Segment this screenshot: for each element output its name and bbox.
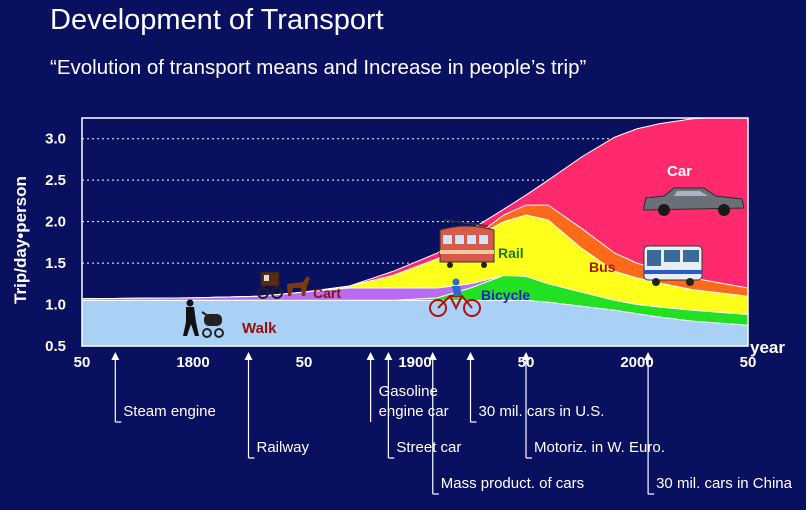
- series-label-car: Car: [667, 163, 692, 180]
- annotation-arrowhead: [644, 352, 653, 360]
- annotation-arrowhead: [428, 352, 437, 360]
- annotation-label: 30 mil. cars in U.S.: [479, 403, 605, 420]
- annotation-label: engine car: [379, 403, 449, 420]
- y-axis-ticks: 0.5 1.0 1.5 2.0 2.5 3.0: [45, 131, 66, 355]
- pedestrian-with-pram-icon: [183, 299, 224, 338]
- annotation-arrowhead: [111, 352, 120, 360]
- cyclist-icon: [429, 278, 481, 317]
- annotation-arrowhead: [466, 352, 475, 360]
- series-label-rail: Rail: [498, 245, 524, 261]
- area-walk: [82, 299, 748, 346]
- y-tick-label: 2.5: [45, 172, 66, 189]
- x-tick-label: 50: [740, 354, 757, 371]
- bus-icon: [643, 245, 703, 286]
- y-tick-label: 1.5: [45, 255, 66, 272]
- slide-subtitle: “Evolution of transport means and Increa…: [50, 56, 587, 79]
- annotation-label: Gasoline: [379, 383, 438, 400]
- x-axis-ticks: 50 1800 50 1900 50 2000 50: [74, 354, 757, 371]
- annotation-label: Street car: [396, 439, 461, 456]
- x-axis-label: year: [750, 338, 785, 357]
- x-tick-label: 1900: [398, 354, 431, 371]
- timeline-annotations: Steam engine Railway Gasoline engine car Str…: [111, 352, 793, 495]
- annotation-label: 30 mil. cars in China: [656, 475, 793, 492]
- y-tick-label: 2.0: [45, 214, 66, 231]
- y-axis-label: Trip/day•person: [11, 176, 30, 304]
- tram-icon: [439, 219, 495, 268]
- slide-title: Development of Transport: [50, 4, 384, 36]
- annotation-arrowhead: [384, 352, 393, 360]
- series-areas: [82, 118, 748, 346]
- annotation-label: Mass product. of cars: [441, 475, 584, 492]
- series-label-bus: Bus: [589, 259, 616, 275]
- annotation-arrowhead: [366, 352, 375, 360]
- annotation-label: Motoriz. in W. Euro.: [534, 439, 665, 456]
- x-tick-label: 50: [296, 354, 313, 371]
- x-tick-label: 50: [74, 354, 91, 371]
- annotation-arrowhead: [244, 352, 253, 360]
- horse-carriage-icon: [257, 271, 310, 299]
- annotation-arrowhead: [522, 352, 530, 360]
- series-label-bicycle: Bicycle: [481, 287, 530, 303]
- y-tick-label: 1.0: [45, 297, 66, 314]
- series-label-walk: Walk: [242, 320, 277, 337]
- series-label-cart: Cart: [313, 285, 341, 301]
- annotation-label: Railway: [257, 439, 310, 456]
- x-tick-label: 1800: [176, 354, 209, 371]
- y-tick-label: 0.5: [45, 338, 66, 355]
- car-icon: [643, 187, 745, 216]
- annotation-label: Steam engine: [123, 403, 216, 420]
- plot-frame: [81, 117, 749, 347]
- y-tick-label: 3.0: [45, 131, 66, 148]
